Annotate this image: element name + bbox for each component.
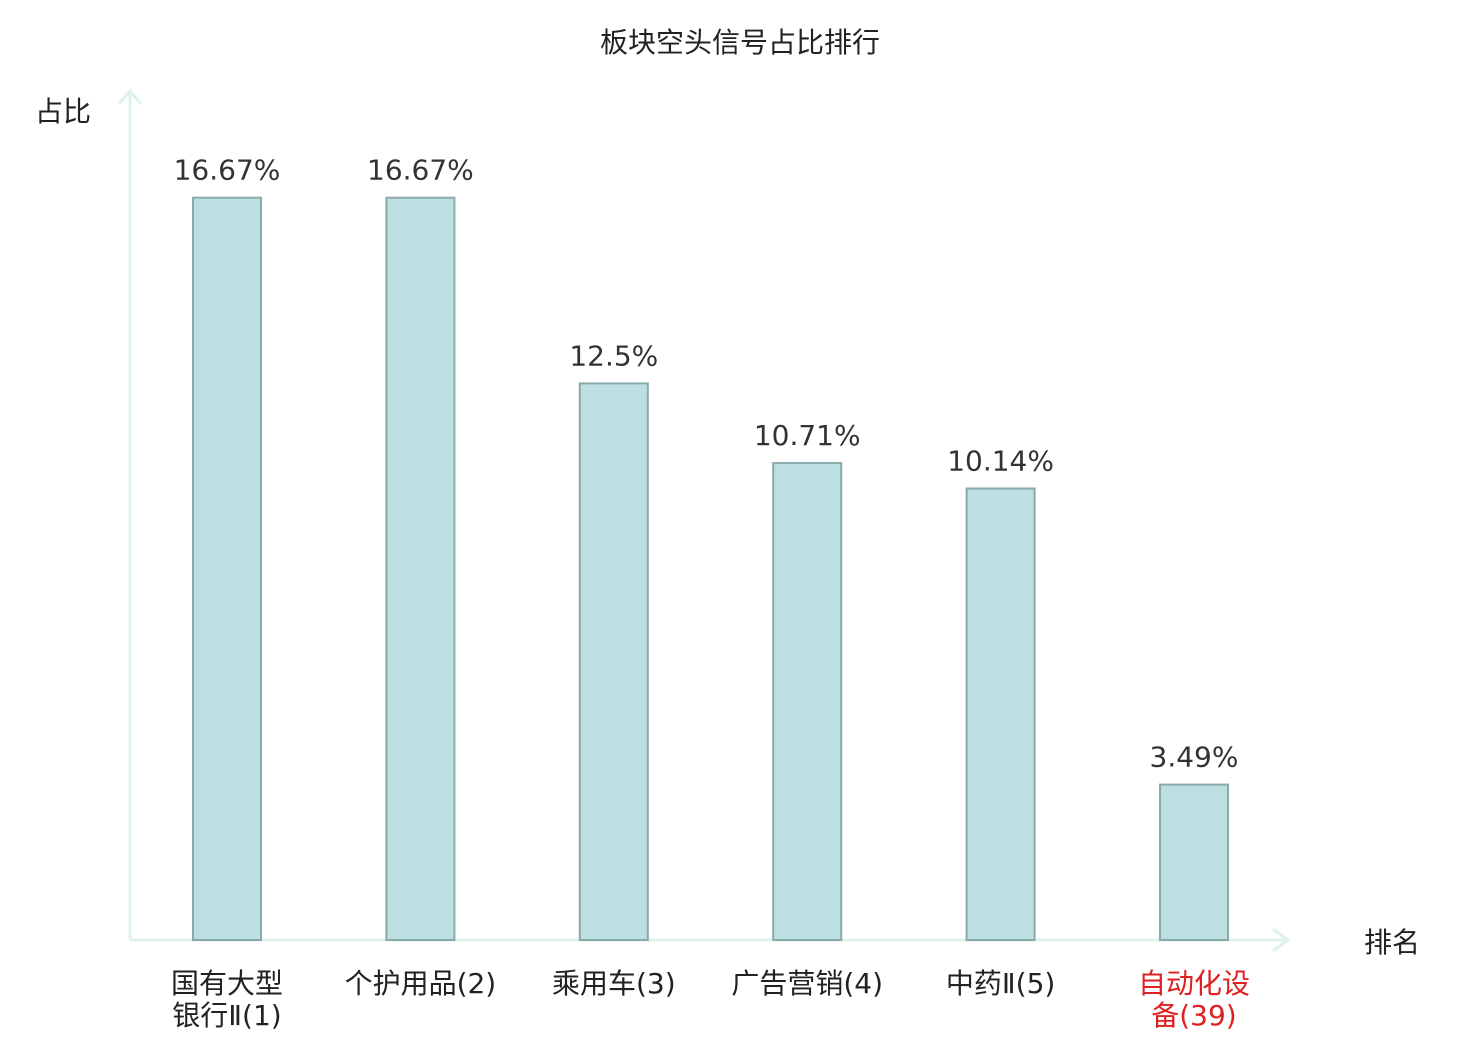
axes <box>117 88 1291 953</box>
category-label-1: 国有大型银行Ⅱ(1) <box>171 967 283 1032</box>
category-label-4: 广告营销(4) <box>731 967 883 1000</box>
category-label-line: 乘用车(3) <box>552 967 676 1000</box>
category-label-5: 中药Ⅱ(5) <box>946 967 1055 1000</box>
bar-value-label-1: 16.67% <box>174 154 281 187</box>
bar-1 <box>192 196 262 941</box>
bar-value-label-2: 16.67% <box>367 154 474 187</box>
bar-3 <box>578 382 649 941</box>
bar-value-label-4: 10.71% <box>754 419 861 452</box>
chart-title: 板块空头信号占比排行 <box>600 26 880 59</box>
category-label-line: 自动化设 <box>1138 967 1250 1000</box>
category-label-line: 备(39) <box>1151 999 1236 1032</box>
category-label-line: 广告营销(4) <box>731 967 883 1000</box>
y-axis-label: 占比 <box>35 95 91 128</box>
x-axis-label: 排名 <box>1364 926 1420 959</box>
bar-6 <box>1159 783 1229 941</box>
bar-4 <box>772 462 843 941</box>
category-labels-group: 国有大型银行Ⅱ(1) 个护用品(2) 乘用车(3) 广告营销(4) 中药Ⅱ(5) 自动化设… <box>171 967 1250 1032</box>
bar-2 <box>385 196 456 941</box>
category-label-line: 银行Ⅱ(1) <box>172 999 281 1032</box>
bar-value-label-5: 10.14% <box>947 445 1054 478</box>
bars-group <box>192 196 1229 941</box>
category-label-line: 中药Ⅱ(5) <box>946 967 1055 1000</box>
category-label-3: 乘用车(3) <box>552 967 676 1000</box>
bar-value-label-6: 3.49% <box>1150 741 1239 774</box>
y-axis-arrow-icon <box>117 88 143 105</box>
bar-value-label-3: 12.5% <box>569 339 658 372</box>
category-label-6: 自动化设备(39) <box>1138 967 1250 1032</box>
bar-5 <box>965 487 1036 941</box>
category-label-2: 个护用品(2) <box>345 967 497 1000</box>
category-label-line: 国有大型 <box>171 967 283 1000</box>
value-labels-group: 16.67% 16.67% 12.5% 10.71% 10.14% 3.49% <box>174 154 1239 774</box>
category-label-line: 个护用品(2) <box>345 967 497 1000</box>
x-axis-arrow-icon <box>1272 927 1291 953</box>
